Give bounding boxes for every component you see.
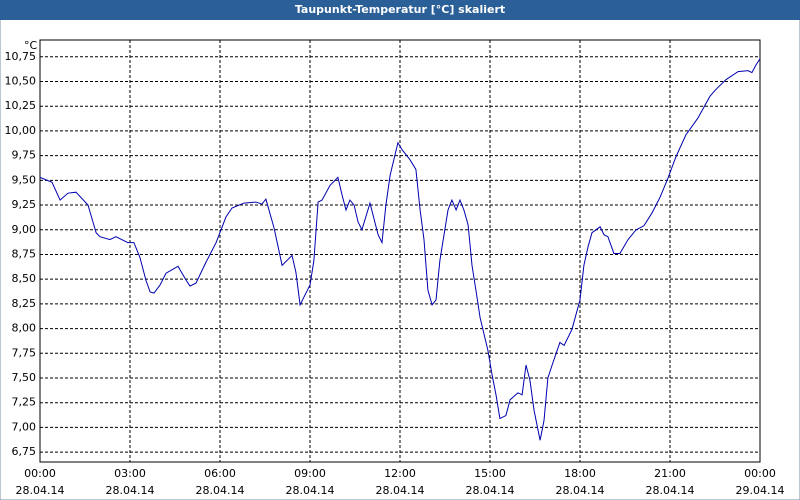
y-tick-label: 9,50 bbox=[12, 173, 37, 186]
x-tick-date: 28.04.14 bbox=[106, 484, 155, 497]
x-tick-label: 00:00 bbox=[744, 467, 776, 480]
y-tick-label: 10,50 bbox=[5, 75, 37, 88]
data-line bbox=[39, 58, 761, 441]
x-tick-label: 12:00 bbox=[384, 467, 416, 480]
x-tick-date: 28.04.14 bbox=[16, 484, 65, 497]
y-unit: °C bbox=[24, 39, 38, 52]
x-tick-label: 03:00 bbox=[114, 467, 146, 480]
x-tick-label: 15:00 bbox=[474, 467, 506, 480]
x-tick-label: 06:00 bbox=[204, 467, 236, 480]
y-tick-label: 7,25 bbox=[12, 396, 37, 409]
y-tick-label: 7,50 bbox=[12, 371, 37, 384]
y-tick-label: 7,75 bbox=[12, 346, 37, 359]
x-tick-date: 29.04.14 bbox=[736, 484, 785, 497]
x-tick-label: 09:00 bbox=[294, 467, 326, 480]
y-tick-label: 8,75 bbox=[12, 247, 37, 260]
x-tick-date: 28.04.14 bbox=[646, 484, 695, 497]
plot-border bbox=[39, 39, 761, 463]
y-tick-label: 9,75 bbox=[12, 149, 37, 162]
x-tick-label: 18:00 bbox=[564, 467, 596, 480]
x-tick-label: 21:00 bbox=[654, 467, 686, 480]
y-tick-label: 7,00 bbox=[12, 420, 37, 433]
y-tick-label: 9,00 bbox=[12, 223, 37, 236]
x-tick-date: 28.04.14 bbox=[376, 484, 425, 497]
x-tick-date: 28.04.14 bbox=[196, 484, 245, 497]
x-tick-date: 28.04.14 bbox=[286, 484, 335, 497]
y-tick-label: 8,00 bbox=[12, 322, 37, 335]
y-tick-label: 8,25 bbox=[12, 297, 37, 310]
title-bar bbox=[0, 0, 800, 20]
y-tick-label: 10,25 bbox=[5, 99, 37, 112]
x-tick-label: 00:00 bbox=[24, 467, 56, 480]
y-tick-label: 8,50 bbox=[12, 272, 37, 285]
x-tick-date: 28.04.14 bbox=[466, 484, 515, 497]
x-tick-date: 28.04.14 bbox=[556, 484, 605, 497]
y-tick-label: 9,25 bbox=[12, 198, 37, 211]
y-tick-label: 10,75 bbox=[5, 50, 37, 63]
y-tick-label: 6,75 bbox=[12, 445, 37, 458]
y-tick-label: 10,00 bbox=[5, 124, 37, 137]
chart-title: Taupunkt-Temperatur [°C] skaliert bbox=[295, 3, 505, 16]
